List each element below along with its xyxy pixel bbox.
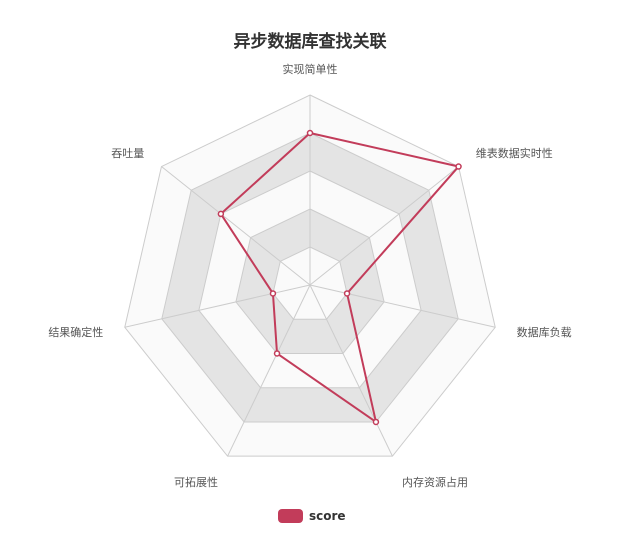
series-area <box>217 129 462 426</box>
data-point-3 <box>372 418 380 426</box>
data-point-5 <box>269 290 277 297</box>
axis-label-2: 数据库负载 <box>517 325 572 339</box>
axis-label-1: 维表数据实时性 <box>476 146 553 160</box>
data-point-6 <box>217 210 225 218</box>
axis-label-0: 实现简单性 <box>283 62 338 76</box>
axis-label-6: 吞吐量 <box>111 147 144 160</box>
axis-spoke-4 <box>227 284 311 457</box>
legend-swatch[interactable] <box>278 509 303 523</box>
series-line-score <box>219 132 460 423</box>
axis-label-4: 可拓展性 <box>174 475 218 489</box>
data-point-1 <box>455 163 462 170</box>
data-point-2 <box>343 290 351 297</box>
legend-label-score[interactable]: score <box>309 509 346 523</box>
axis-label-5: 结果确定性 <box>48 325 103 339</box>
axis-spoke-1 <box>309 166 459 286</box>
chart-title: 异步数据库查找关联 <box>234 31 387 52</box>
radar-axes <box>124 95 496 457</box>
axis-spoke-5 <box>124 284 311 328</box>
axis-spoke-2 <box>309 284 496 328</box>
axis-spoke-3 <box>309 284 393 457</box>
axis-spoke-6 <box>161 166 311 286</box>
data-point-4 <box>273 350 281 357</box>
axis-label-3: 内存资源占用 <box>402 475 468 489</box>
legend[interactable]: score <box>278 509 346 523</box>
data-point-0 <box>306 129 314 137</box>
